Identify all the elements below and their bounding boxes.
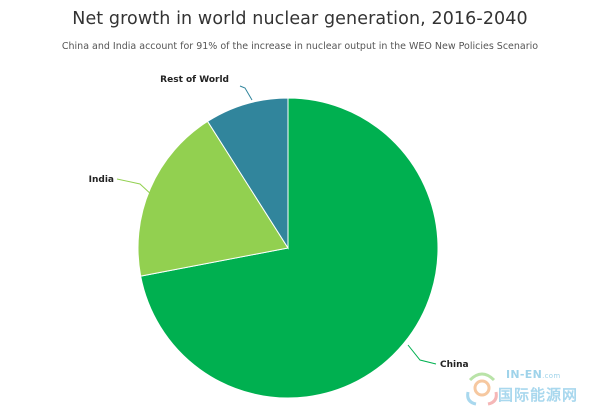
pie-slice-china xyxy=(140,97,439,399)
slice-label-china: China xyxy=(440,360,469,370)
pie-slice-india xyxy=(137,120,289,277)
chart-subtitle: China and India account for 91% of the i… xyxy=(61,41,539,52)
slice-label-rest-of-world: Rest of World xyxy=(160,75,229,85)
leader-line-china xyxy=(407,344,437,365)
leader-line-rest-of-world xyxy=(239,85,253,101)
pie-slice-rest-of-world xyxy=(206,97,289,250)
watermark-site: IN-EN.com xyxy=(506,368,561,381)
slice-label-india: India xyxy=(89,175,114,185)
chart-title: Net growth in world nuclear generation, … xyxy=(72,9,528,29)
watermark-name: 国际能源网 xyxy=(498,386,579,404)
watermark: IN-EN.com 国际能源网 xyxy=(462,364,592,408)
sun-logo-icon xyxy=(466,372,498,406)
leader-line-india xyxy=(116,178,154,197)
